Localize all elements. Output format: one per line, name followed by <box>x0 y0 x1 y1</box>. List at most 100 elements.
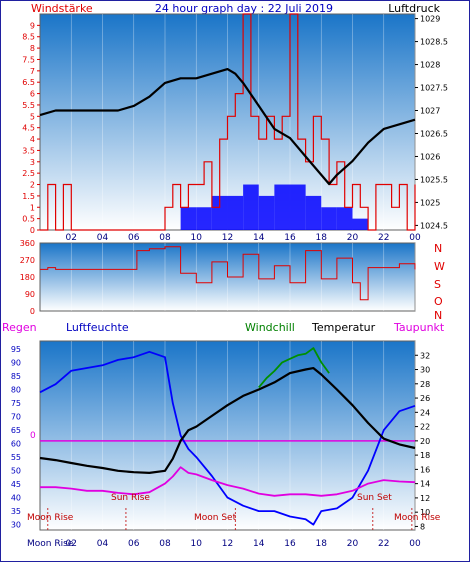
wind-avg-bar <box>227 195 244 230</box>
humidity-tick-label: 90 <box>11 359 21 368</box>
humidity-tick-label: 55 <box>11 453 21 462</box>
luftdruck-label: Luftdruck <box>388 2 440 15</box>
x-tick-label-p1: 00 <box>409 233 421 243</box>
temperature-tick-label: 26 <box>420 394 430 403</box>
x-tick-label-p3: 18 <box>316 539 328 549</box>
pressure-tick-label: 1027 <box>420 107 440 116</box>
temperature-tick-label: 16 <box>420 465 430 474</box>
pressure-tick-label: 1028.5 <box>420 38 448 47</box>
pressure-tick-label: 1028 <box>420 61 440 70</box>
wind-tick-label: 1.5 <box>22 192 35 201</box>
x-tick-label-p1: 02 <box>66 233 77 243</box>
humidity-tick-label: 70 <box>11 413 21 422</box>
compass-label-o: O <box>434 295 443 308</box>
pressure-tick-label: 1025.5 <box>420 175 448 184</box>
compass-label-n-bottom: N <box>434 309 442 322</box>
wind-avg-bar <box>321 207 337 230</box>
humidity-tick-label: 60 <box>11 440 21 449</box>
x-tick-label-p3: 22 <box>378 539 389 549</box>
wind-avg-bar <box>180 207 197 230</box>
humidity-tick-label: 35 <box>11 507 21 516</box>
regen-zero-label: 0 <box>30 431 36 441</box>
x-tick-label-p1: 08 <box>159 233 171 243</box>
moon-rise-left-annotation: Moon Rise <box>27 513 74 523</box>
x-tick-label-p3: 00 <box>409 539 421 549</box>
taupunkt-label: Taupunkt <box>393 321 445 334</box>
wind-avg-bar <box>290 184 306 230</box>
x-tick-label-p3: 16 <box>284 539 296 549</box>
pressure-tick-label: 1029 <box>420 15 440 24</box>
humidity-tick-label: 85 <box>11 372 21 381</box>
wind-avg-bar <box>305 195 322 230</box>
wind-tick-label: 7.5 <box>22 55 35 64</box>
wind-avg-bar <box>352 218 369 230</box>
humidity-tick-label: 50 <box>11 467 21 476</box>
x-tick-label-p1: 22 <box>378 233 389 243</box>
x-tick-label-p1: 12 <box>222 233 233 243</box>
winddir-tick-label: 0 <box>30 307 35 316</box>
wind-avg-bar <box>274 184 290 230</box>
humidity-tick-label: 95 <box>11 345 21 354</box>
humidity-tick-label: 80 <box>11 386 21 395</box>
wind-avg-bar <box>211 195 228 230</box>
humidity-tick-label: 75 <box>11 399 21 408</box>
wind-tick-label: 3 <box>30 158 35 167</box>
moon-rise-right-annotation: Moon Rise <box>394 513 441 523</box>
x-tick-label-p1: 16 <box>284 233 296 243</box>
series-layer <box>39 13 416 530</box>
x-tick-label-p3: 02 <box>66 539 77 549</box>
x-tick-label-p1: 18 <box>316 233 328 243</box>
wind-tick-label: 3.5 <box>22 146 35 155</box>
wind-tick-label: 8.5 <box>22 33 35 42</box>
temperature-tick-label: 28 <box>420 380 430 389</box>
wind-tick-label: 0.5 <box>22 215 35 224</box>
regen-label: Regen <box>2 321 37 334</box>
wind-tick-label: 2.5 <box>22 169 35 178</box>
windstaerke-label: Windstärke <box>31 2 93 15</box>
x-tick-label-p1: 04 <box>97 233 109 243</box>
winddir-tick-label: 180 <box>20 273 35 282</box>
temperature-tick-label: 24 <box>420 408 430 417</box>
luftfeuchte-label: Luftfeuchte <box>66 321 129 334</box>
x-tick-label-p3: 04 <box>97 539 109 549</box>
wind-tick-label: 0 <box>30 226 35 235</box>
x-tick-label-p1: 14 <box>253 233 265 243</box>
wind-tick-label: 4.5 <box>22 124 35 133</box>
winddir-tick-label: 270 <box>20 256 35 265</box>
temperature-tick-label: 22 <box>420 423 430 432</box>
x-tick-label-p3: 08 <box>159 539 171 549</box>
winddir-tick-label: 90 <box>25 290 35 299</box>
pressure-tick-label: 1024.5 <box>420 221 448 230</box>
x-tick-label-p3: 14 <box>253 539 265 549</box>
pressure-tick-label: 1026 <box>420 152 440 161</box>
temperature-tick-label: 14 <box>420 480 430 489</box>
x-tick-label-p3: 06 <box>128 539 140 549</box>
wind-tick-label: 5.5 <box>22 101 35 110</box>
humidity-tick-label: 30 <box>11 521 21 530</box>
wind-tick-label: 9 <box>30 21 35 30</box>
wind-avg-bar <box>336 207 353 230</box>
temperature-tick-label: 30 <box>420 366 430 375</box>
temperature-tick-label: 8 <box>420 522 425 531</box>
humidity-line <box>39 350 416 526</box>
wind-tick-label: 6 <box>30 90 35 99</box>
sun-set-annotation: Sun Set <box>357 493 392 503</box>
temperature-tick-label: 32 <box>420 351 430 360</box>
wind-avg-bar <box>196 207 212 230</box>
compass-label-w: W <box>434 260 445 273</box>
windchill-label: Windchill <box>245 321 295 334</box>
x-tick-label-p3: 12 <box>222 539 233 549</box>
wind-tick-label: 6.5 <box>22 78 35 87</box>
temperature-tick-label: 18 <box>420 451 430 460</box>
sun-rise-annotation: Sun Rise <box>111 493 150 503</box>
bottom-moon-rise-label: Moon Rise <box>27 539 74 549</box>
pressure-line <box>39 67 416 186</box>
x-tick-label-p1: 10 <box>191 233 203 243</box>
humidity-tick-label: 45 <box>11 480 21 489</box>
temperature-line <box>39 367 416 474</box>
wind-tick-label: 7 <box>30 67 35 76</box>
wind-tick-label: 1 <box>30 203 35 212</box>
